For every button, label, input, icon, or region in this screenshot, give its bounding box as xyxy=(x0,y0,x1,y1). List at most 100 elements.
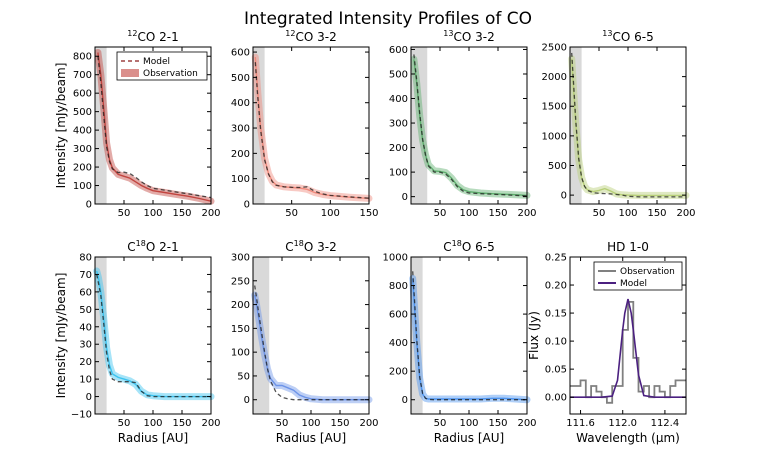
x-tick-label: 150 xyxy=(172,208,191,219)
y-tick-label: 600 xyxy=(389,45,408,56)
y-tick-label: 0 xyxy=(86,200,92,211)
x-tick-label: 100 xyxy=(459,208,478,219)
model-line xyxy=(412,271,527,401)
y-tick-label: 300 xyxy=(73,144,92,155)
x-tick-label: 200 xyxy=(676,208,695,219)
axes-frame xyxy=(252,256,370,415)
y-tick-label: 200 xyxy=(73,163,92,174)
observation-band xyxy=(93,267,215,401)
y-axis-label: Intensity [mJy/beam] xyxy=(54,273,68,399)
y-tick-label: 0 xyxy=(86,392,92,403)
model-line xyxy=(96,274,211,398)
model-line xyxy=(254,62,370,199)
panel-title: 13CO 6-5 xyxy=(602,29,653,44)
x-tick-label: 200 xyxy=(359,418,378,429)
y-tick-label: 100 xyxy=(231,174,250,185)
y-tick-label: 0 xyxy=(402,395,408,406)
y-tick-label: 70 xyxy=(79,270,92,281)
axes-frame xyxy=(252,46,370,205)
axes-frame xyxy=(569,256,687,415)
y-tick-label: 300 xyxy=(231,124,250,135)
panel-title: C18O 6-5 xyxy=(443,239,494,254)
x-tick-label: 50 xyxy=(593,208,606,219)
legend-box xyxy=(593,261,683,291)
y-tick-label: 400 xyxy=(389,338,408,349)
panel-8: 111.6 112.0 112.4 0.00 0.05 0.10 0.15 0.20 0.25 H… xyxy=(527,240,687,445)
y-tick-label: 250 xyxy=(231,276,250,287)
y-tick-label: 60 xyxy=(79,287,92,298)
observation-band xyxy=(251,53,373,202)
observation-line xyxy=(571,58,686,197)
y-tick-label: 0.00 xyxy=(545,393,567,404)
panel-title: 13CO 3-2 xyxy=(443,29,494,44)
y-tick-label: 300 xyxy=(389,119,408,130)
y-tick-label: 300 xyxy=(231,253,250,264)
y-tick-label: 600 xyxy=(73,89,92,100)
model-line xyxy=(571,52,686,198)
y-tick-label: 500 xyxy=(389,69,408,80)
y-tick-label: 1000 xyxy=(542,131,567,142)
y-tick-label: 500 xyxy=(73,107,92,118)
y-tick-label: 40 xyxy=(79,322,92,333)
y-tick-label: 0 xyxy=(402,192,408,203)
legend-label: Model xyxy=(620,279,647,289)
y-tick-label: 600 xyxy=(231,48,250,59)
y-tick-label: 100 xyxy=(73,181,92,192)
x-tick-label: 100 xyxy=(459,418,478,429)
model-line xyxy=(254,285,369,401)
panel-7: 50 100 150 200 0 200 400 600 800 1000 C18O 6-5 Radi… xyxy=(383,239,537,445)
x-axis-label: Radius [AU] xyxy=(118,431,188,445)
y-tick-label: 10 xyxy=(79,375,92,386)
y-tick-label: 700 xyxy=(73,70,92,81)
axes-frame xyxy=(569,46,687,205)
observation-line xyxy=(97,52,212,202)
observation-line xyxy=(412,278,528,401)
y-tick-label: 200 xyxy=(389,367,408,378)
y-tick-label: 200 xyxy=(231,149,250,160)
panel-2: 50 100 150 0 100 200 300 400 500 600 12CO 3-2 xyxy=(231,29,379,219)
y-tick-label: 50 xyxy=(79,305,92,316)
y-axis-label: Intensity [mJy/beam] xyxy=(54,63,68,189)
y-tick-label: 1500 xyxy=(542,102,567,113)
y-tick-label: 2000 xyxy=(542,72,567,83)
y-tick-label: 400 xyxy=(389,94,408,105)
beam-shade xyxy=(411,47,428,204)
panel-title: 12CO 3-2 xyxy=(285,29,336,44)
y-tick-label: 30 xyxy=(79,340,92,351)
y-tick-label: 500 xyxy=(231,73,250,84)
y-tick-label: 200 xyxy=(231,300,250,311)
x-tick-label: 100 xyxy=(301,418,320,429)
beam-shade xyxy=(95,257,107,414)
beam-shade xyxy=(95,47,107,204)
y-tick-label: 50 xyxy=(237,371,250,382)
y-tick-label: 0 xyxy=(244,395,250,406)
y-tick-label: 0.15 xyxy=(545,309,567,320)
x-axis-label: Radius [AU] xyxy=(434,431,504,445)
x-tick-label: 100 xyxy=(143,208,162,219)
panel-title: 12CO 2-1 xyxy=(127,29,178,44)
y-tick-label: 2500 xyxy=(542,43,567,54)
panel-title: C18O 3-2 xyxy=(285,239,336,254)
y-tick-label: 600 xyxy=(389,310,408,321)
panel-title: C18O 2-1 xyxy=(127,239,178,254)
x-tick-label: 50 xyxy=(285,208,298,219)
x-tick-label: 50 xyxy=(434,208,447,219)
x-tick-label: 50 xyxy=(434,418,447,429)
panel-title: HD 1-0 xyxy=(607,240,649,254)
x-tick-label: 100 xyxy=(618,208,637,219)
model-line xyxy=(97,56,212,199)
y-tick-label: 1000 xyxy=(383,253,408,264)
x-axis-label: Radius [AU] xyxy=(276,431,346,445)
y-tick-label: 0.20 xyxy=(545,281,567,292)
legend-label: Observation xyxy=(620,267,675,277)
y-tick-label: 0 xyxy=(561,191,567,202)
panel-6: 50 100 150 200 0 50 100 150 200 250 300 C18O 3-2 Rad… xyxy=(231,239,379,445)
y-axis-label: Flux (Jy) xyxy=(527,311,541,360)
y-tick-label: 20 xyxy=(79,357,92,368)
x-tick-label: 50 xyxy=(118,208,131,219)
x-tick-label: 150 xyxy=(488,208,507,219)
beam-shade xyxy=(253,47,265,204)
observation-band xyxy=(409,274,531,404)
x-tick-label: 200 xyxy=(201,208,220,219)
